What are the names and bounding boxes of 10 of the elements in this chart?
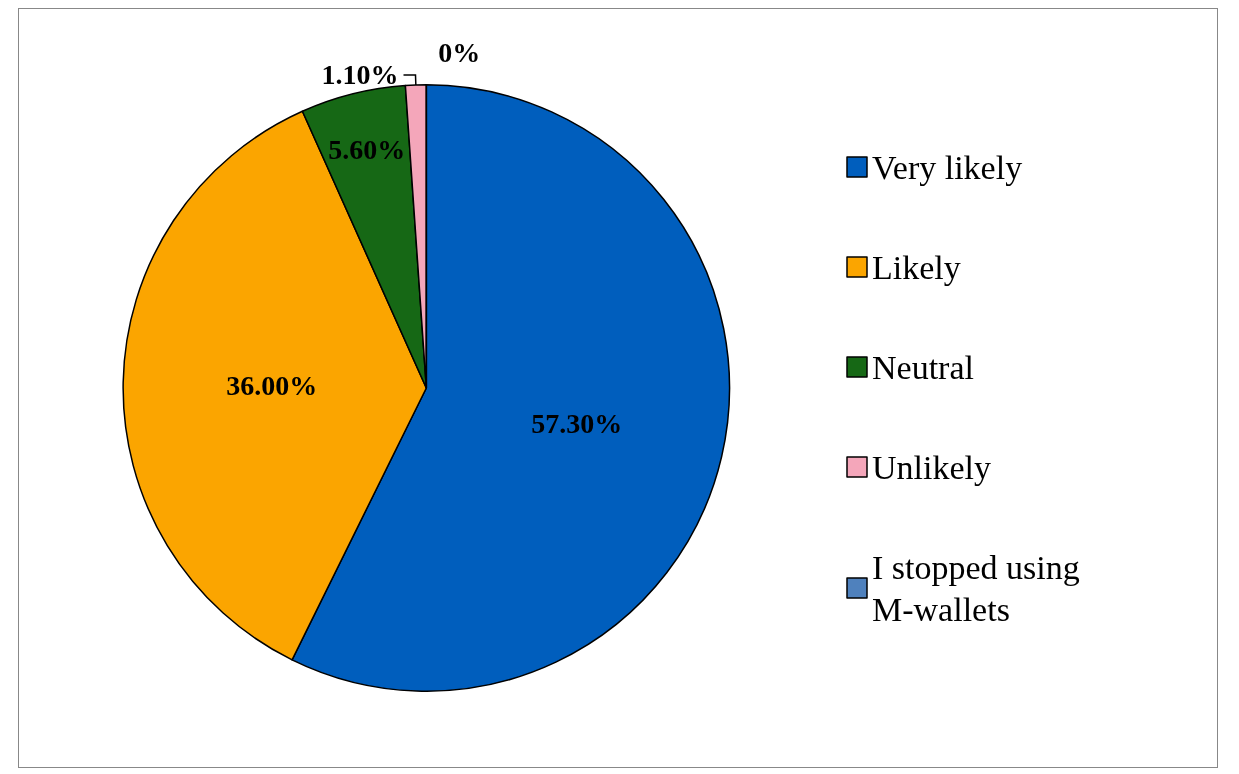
legend-label: I stopped using M-wallets [872, 548, 1089, 628]
legend-label: Very likely [872, 148, 1023, 186]
data-label: 36.00% [226, 369, 318, 401]
data-label: 57.30% [531, 407, 623, 439]
legend-label: Neutral [872, 348, 974, 386]
data-label: 5.60% [328, 134, 406, 166]
legend-label: Unlikely [872, 448, 991, 486]
text: 0% [438, 37, 481, 69]
data-label: 1.10% [321, 59, 399, 91]
legend-label: Likely [872, 248, 961, 286]
